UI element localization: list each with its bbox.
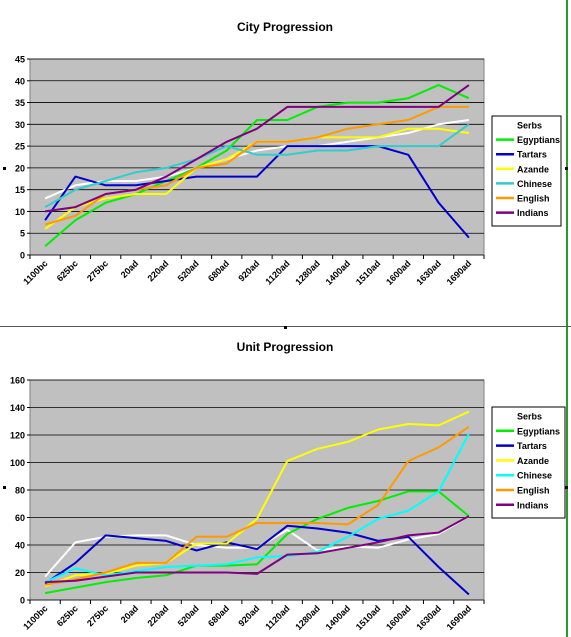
y-tick-label: 80 <box>15 486 25 496</box>
series-line-indians <box>45 515 470 584</box>
y-tick-label: 0 <box>20 251 25 261</box>
legend-label: Azande <box>517 164 549 174</box>
frame-marker <box>3 167 6 170</box>
series-line-indians <box>44 84 470 213</box>
x-tick-label: 1510ad <box>354 258 383 287</box>
y-tick-label: 30 <box>15 120 25 130</box>
y-tick-label: 15 <box>15 185 25 195</box>
chart-title: Unit Progression <box>237 340 334 354</box>
x-tick-label: 275bc <box>85 258 110 283</box>
legend-box <box>491 115 562 227</box>
frame-marker <box>565 486 568 489</box>
x-tick-label: 1280ad <box>293 258 322 287</box>
chart-1: City Progression 0 5 10 15 20 25 30 35 40 45 1100bc… <box>15 20 562 287</box>
legend-label: Indians <box>517 208 549 218</box>
x-tick-label: 1100bc <box>21 603 49 631</box>
y-tick-label: 20 <box>15 163 25 173</box>
series-line-chinese <box>44 433 470 584</box>
series-line-azande <box>44 410 470 588</box>
x-tick-label: 625bc <box>55 258 80 283</box>
series-line-english <box>44 425 470 586</box>
frame-line-right <box>566 0 568 637</box>
y-tick-label: 20 <box>15 568 25 578</box>
y-tick-label: 45 <box>15 55 25 65</box>
frame-marker <box>284 326 287 329</box>
x-tick-label: 520ad <box>176 258 201 283</box>
x-tick-label: 20ad <box>119 603 141 625</box>
y-tick-label: 10 <box>15 207 25 217</box>
x-tick-label: 680ad <box>206 603 231 628</box>
x-tick-label: 1120ad <box>263 258 291 286</box>
legend-label: Tartars <box>517 150 547 160</box>
legend-label: English <box>517 194 550 204</box>
x-tick-label: 20ad <box>119 258 141 280</box>
y-tick-label: 5 <box>20 229 25 239</box>
x-tick-label: 220ad <box>145 258 170 283</box>
x-tick-label: 275bc <box>85 603 110 628</box>
x-tick-label: 680ad <box>206 258 231 283</box>
series-line-tartars <box>44 145 470 239</box>
series-line-egyptians <box>44 84 470 248</box>
legend-label: English <box>517 486 550 496</box>
y-tick-label: 120 <box>10 431 25 441</box>
series-line-egyptians <box>44 490 470 595</box>
x-tick-label: 1400ad <box>324 603 353 632</box>
x-tick-label: 1630ad <box>414 258 443 287</box>
series-line-serbs <box>44 119 470 200</box>
x-tick-label: 1100bc <box>21 258 49 286</box>
legend-label: Chinese <box>517 471 552 481</box>
x-tick-label: 1510ad <box>354 603 383 632</box>
x-tick-label: 1600ad <box>384 258 413 287</box>
legend-box <box>491 406 566 519</box>
x-tick-label: 1690ad <box>445 258 474 287</box>
legend-label: Serbs <box>517 121 542 131</box>
frame-marker <box>565 167 568 170</box>
legend-label: Azande <box>517 456 549 466</box>
x-tick-label: 520ad <box>176 603 201 628</box>
x-tick-label: 1280ad <box>293 603 322 632</box>
x-tick-label: 920ad <box>236 258 261 283</box>
plot-area <box>29 58 485 256</box>
y-tick-label: 35 <box>15 98 25 108</box>
y-tick-label: 25 <box>15 142 25 152</box>
x-tick-label: 920ad <box>236 603 261 628</box>
frame-marker <box>3 486 6 489</box>
x-tick-label: 1630ad <box>414 603 443 632</box>
y-tick-label: 140 <box>10 403 25 413</box>
y-tick-label: 0 <box>20 596 25 606</box>
y-tick-label: 100 <box>10 458 25 468</box>
x-tick-label: 1400ad <box>324 258 353 287</box>
y-tick-label: 40 <box>15 76 25 86</box>
legend-label: Serbs <box>517 412 542 422</box>
x-tick-label: 1690ad <box>445 603 474 632</box>
legend-label: Egyptians <box>517 135 560 145</box>
chart-title: City Progression <box>237 20 333 34</box>
legend-label: Chinese <box>517 179 552 189</box>
y-tick-label: 160 <box>10 376 25 386</box>
x-tick-label: 625bc <box>55 603 80 628</box>
chart-2: Unit Progression 0 20 40 60 80 100 120 140 160 110… <box>10 340 566 632</box>
y-tick-label: 40 <box>15 541 25 551</box>
y-tick-label: 60 <box>15 513 25 523</box>
x-tick-label: 220ad <box>145 603 170 628</box>
x-tick-label: 1600ad <box>384 603 413 632</box>
legend-label: Indians <box>517 500 549 510</box>
series-line-chinese <box>44 123 470 208</box>
legend-label: Egyptians <box>517 426 560 436</box>
legend-label: Tartars <box>517 441 547 451</box>
x-tick-label: 1120ad <box>263 603 291 631</box>
